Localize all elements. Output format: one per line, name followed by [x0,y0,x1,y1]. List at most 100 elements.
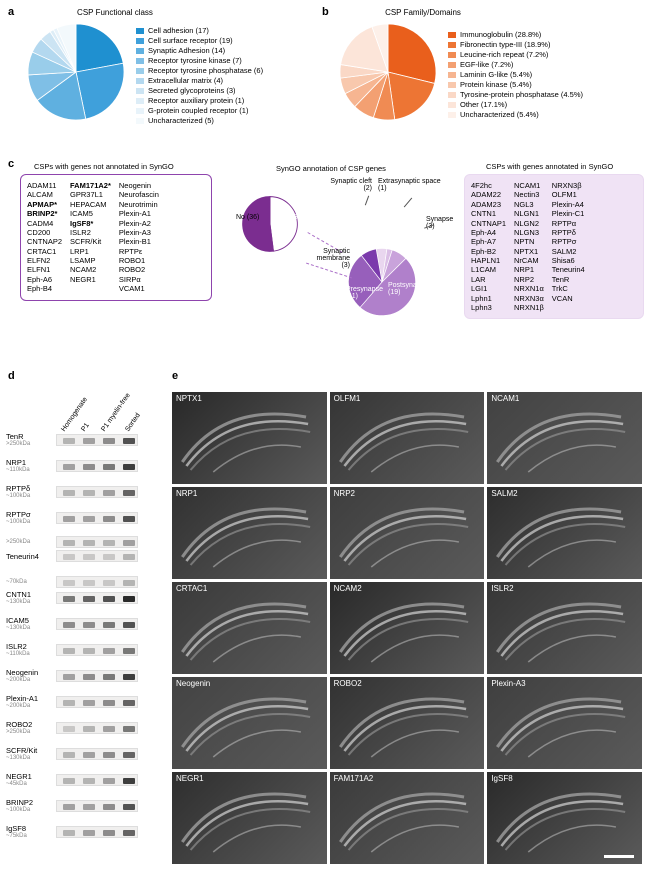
gene-item: NCAM1 [514,181,544,190]
micrograph-cell: CRTAC1 [172,582,327,674]
micrograph-label: Plexin-A3 [491,679,525,688]
gene-item: TenR [552,275,585,284]
gene-item: 4F2hc [471,181,506,190]
c1-lbl-yes: Yes (39) [278,214,304,221]
legend-item: Laminin G-like (5.4%) [448,70,583,79]
micrograph-cell: Neogenin [172,677,327,769]
gene-item: VCAM1 [119,284,159,293]
gene-item: ROBO2 [119,265,159,274]
micrograph-label: OLFM1 [334,394,361,403]
pie-b [338,22,438,124]
micrograph-cell: NEGR1 [172,772,327,864]
gene-item: Eph-B2 [471,247,506,256]
gene-item: IgSF8* [70,219,111,228]
gene-item: RPTPσ [552,237,585,246]
pie-a [26,22,126,124]
c-left-box: ADAM11ALCAMAPMAP*BRINP2*CADM4CD200CNTNAP… [20,174,212,301]
gene-item: NRXN1β [514,303,544,312]
gene-item: ICAM5 [70,209,111,218]
micrograph-label: Neogenin [176,679,210,688]
gene-item: CNTN1 [471,209,506,218]
gene-item: Plexin-A1 [119,209,159,218]
legend-item: Extracellular matrix (4) [136,76,263,85]
blot-row: Teneurin4 [6,550,138,562]
panel-b-label: b [322,6,329,18]
c2-l4: Presynapse(11) [346,286,383,300]
legend-item: Receptor tyrosine phosphatase (6) [136,66,263,75]
gene-item: Nectin3 [514,190,544,199]
blot-row: NEGR1~45kDa [6,772,138,787]
gene-item: VCAN [552,294,585,303]
gene-item: Neurotrimin [119,200,159,209]
gene-item: RPTPδ [552,228,585,237]
gene-item: NRXN1α [514,284,544,293]
gene-item: CADM4 [27,219,62,228]
legend-item: Fibronectin type-III (18.9%) [448,40,583,49]
c-center-title: SynGO annotation of CSP genes [276,164,386,173]
gene-item: NRXN3α [514,294,544,303]
gene-item: ADAM22 [471,190,506,199]
gene-item: ELFN2 [27,256,62,265]
micrograph-cell: ISLR2 [487,582,642,674]
gene-item: ELFN1 [27,265,62,274]
gene-item: HAPLN1 [471,256,506,265]
gene-item: TrkC [552,284,585,293]
blot-row: TenR>250kDa [6,432,138,447]
legend-item: Immunoglobulin (28.8%) [448,30,583,39]
blot-row: ~70kDa [6,576,138,588]
panel-e-label: e [172,370,178,382]
gene-item: Plexin-B1 [119,237,159,246]
panel-a-title: CSP Functional class [50,8,180,17]
blot-row: Neogenin~200kDa [6,668,138,683]
c2-l1: Extrasynaptic space(1) [378,178,441,192]
c1-lbl-no: No (36) [236,214,259,221]
gene-item: LRP1 [70,247,111,256]
gene-item: RPTPα [552,219,585,228]
c-left-title: CSPs with genes not annotated in SynGO [34,162,174,171]
gene-item: NrCAM [514,256,544,265]
gene-item: RPTPε [119,247,159,256]
legend-item: Leucine-rich repeat (7.2%) [448,50,583,59]
micrograph-label: NEGR1 [176,774,204,783]
gene-item: NRP2 [514,275,544,284]
micrograph-cell: NPTX1 [172,392,327,484]
c-right-box: 4F2hcADAM22ADAM23CNTN1CNTNAP1Eph-A4Eph-A… [464,174,644,319]
blot-row: ROBO2>250kDa [6,720,138,735]
micrograph-cell: IgSF8 [487,772,642,864]
legend-item: EGF-like (7.2%) [448,60,583,69]
blot-row: RPTPδ~100kDa [6,484,138,499]
legend-item: Cell adhesion (17) [136,26,263,35]
gene-item: Neogenin [119,181,159,190]
micrograph-cell: NCAM1 [487,392,642,484]
gene-item: LAR [471,275,506,284]
gene-item: Plexin-A3 [119,228,159,237]
panel-c-label: c [8,158,14,170]
gene-item: Lphn3 [471,303,506,312]
micrograph-cell: ROBO2 [330,677,485,769]
gene-item: Lphn1 [471,294,506,303]
gene-item: ALCAM [27,190,62,199]
micrograph-label: ROBO2 [334,679,362,688]
e-grid: NPTX1OLFM1NCAM1NRP1NRP2SALM2CRTAC1NCAM2I… [172,392,642,864]
scale-bar [604,855,634,858]
legend-item: Tyrosine-protein phosphatase (4.5%) [448,90,583,99]
micrograph-cell: SALM2 [487,487,642,579]
legend-item: Uncharacterized (5) [136,116,263,125]
legend-item: Secreted glycoproteins (3) [136,86,263,95]
micrograph-cell: Plexin-A3 [487,677,642,769]
legend-b: Immunoglobulin (28.8%)Fibronectin type-I… [448,30,583,120]
micrograph-label: ISLR2 [491,584,513,593]
panel-b-title: CSP Family/Domains [358,8,488,17]
gene-item: NGL3 [514,200,544,209]
c2-l2: Synapse(3) [426,216,453,230]
blot-row: CNTN1~130kDa [6,590,138,605]
panel-d-label: d [8,370,15,382]
gene-item: CNTNAP1 [471,219,506,228]
gene-item: Eph-A4 [471,228,506,237]
micrograph-label: NPTX1 [176,394,202,403]
blot-row: SCFR/Kit~130kDa [6,746,138,761]
gene-item: ROBO1 [119,256,159,265]
lane-header: Sorted [124,412,142,433]
gene-item: NLGN3 [514,228,544,237]
gene-item: CNTNAP2 [27,237,62,246]
